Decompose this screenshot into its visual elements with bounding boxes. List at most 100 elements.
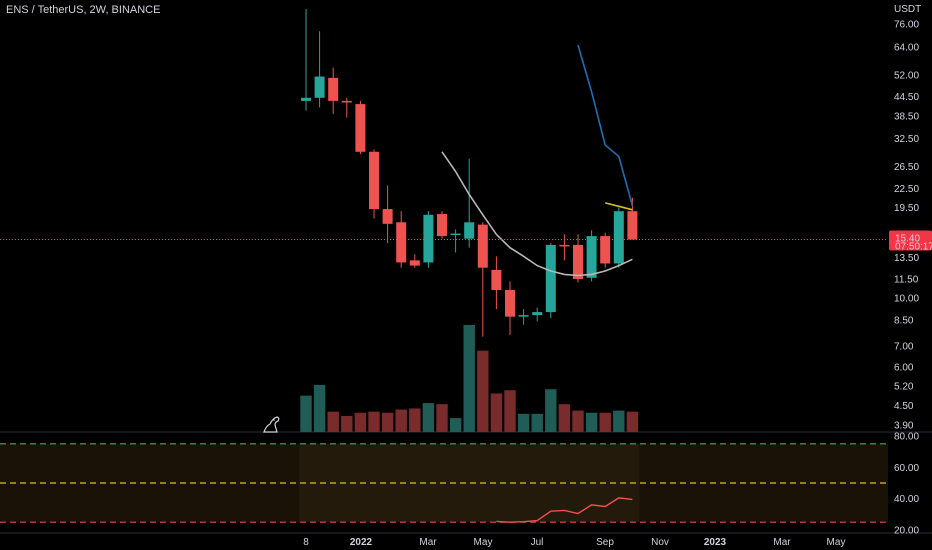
- candle: [301, 8, 311, 111]
- candle-body: [627, 211, 638, 240]
- candle-body: [355, 104, 366, 152]
- candle: [369, 149, 379, 219]
- candle: [600, 232, 611, 268]
- oscillator-tick-label: 40.00: [894, 494, 919, 505]
- last-price-countdown: 07:50:17: [895, 242, 932, 253]
- volume-bar: [409, 408, 421, 432]
- oscillator-tick-label: 20.00: [894, 526, 919, 537]
- oscillator-tick-label: 80.00: [894, 432, 919, 443]
- oscillator-tick-label: 60.00: [894, 463, 919, 474]
- volume-bar: [300, 395, 312, 432]
- candle-body: [505, 289, 515, 317]
- candle: [437, 211, 447, 239]
- candle-body: [532, 312, 543, 316]
- candle: [545, 243, 556, 319]
- candle-body: [613, 211, 624, 264]
- candle: [505, 281, 515, 335]
- price-tick-label: 3.90: [894, 421, 914, 432]
- price-tick-label: 19.50: [894, 203, 919, 214]
- price-tick-label: 8.50: [894, 315, 914, 326]
- time-axis-label: 2023: [704, 537, 727, 548]
- volume-bar: [585, 412, 598, 432]
- price-tick-label: 5.20: [894, 382, 914, 393]
- time-axis-label: Jul: [531, 537, 544, 548]
- candle-body: [341, 100, 352, 103]
- candle: [314, 31, 325, 108]
- logo-shape: [263, 416, 280, 433]
- candle: [423, 211, 434, 268]
- price-tick-label: 76.00: [894, 20, 919, 31]
- price-tick-label: 22.50: [894, 184, 919, 195]
- price-tick-label: 6.00: [894, 362, 914, 373]
- candle: [586, 230, 597, 282]
- price-tick-label: 4.50: [894, 401, 914, 412]
- price-tick-label: 52.00: [894, 71, 919, 82]
- volume-bar: [422, 403, 435, 432]
- candle: [382, 185, 393, 244]
- volume-bar: [558, 404, 571, 432]
- volume-bar: [517, 413, 530, 432]
- volume-bar: [341, 415, 353, 432]
- price-tick-label: 7.00: [894, 342, 914, 353]
- volume-bar: [490, 393, 503, 432]
- volume-bar: [504, 390, 516, 432]
- candle-body: [600, 236, 611, 264]
- candle: [573, 234, 583, 283]
- candle: [409, 254, 420, 268]
- time-axis-label: 8: [303, 537, 309, 548]
- logo-eye: [273, 419, 275, 421]
- volume-bar: [613, 410, 625, 432]
- candle-body: [382, 209, 393, 224]
- candle-body: [437, 214, 447, 237]
- time-axis-label: May: [474, 537, 493, 548]
- chart-title: ENS / TetherUS, 2W, BINANCE: [6, 4, 161, 16]
- price-tick-label: 64.00: [894, 43, 919, 54]
- volume-bar: [368, 411, 380, 432]
- price-tick-label: 10.00: [894, 293, 919, 304]
- candle: [491, 256, 502, 310]
- candle-body: [586, 236, 597, 278]
- volume-bars: [300, 325, 639, 432]
- candle-body: [301, 97, 311, 101]
- price-tick-label: 44.50: [894, 92, 919, 103]
- time-axis-label: Sep: [596, 537, 614, 548]
- price-tick-label: 13.50: [894, 253, 919, 264]
- candle-body: [314, 76, 325, 98]
- candle: [559, 234, 570, 261]
- candle: [328, 67, 339, 115]
- candles: [301, 8, 638, 337]
- volume-bar: [626, 411, 639, 432]
- candle: [464, 158, 475, 248]
- price-tick-label: 32.50: [894, 134, 919, 145]
- candle-body: [328, 77, 339, 101]
- time-axis: 8 2022 Mar May Jul Sep Nov 2023 Mar May: [303, 537, 845, 548]
- candle-body: [491, 269, 502, 290]
- candle: [477, 222, 488, 337]
- volume-bar: [395, 409, 407, 432]
- volume-bar: [572, 410, 584, 432]
- time-axis-label: Mar: [419, 537, 437, 548]
- candle-body: [477, 224, 488, 268]
- price-tick-label: 38.50: [894, 111, 919, 122]
- ma-line-yellow: [605, 202, 633, 211]
- candle-body: [409, 260, 420, 266]
- volume-bar: [449, 418, 462, 432]
- candle-body: [518, 315, 529, 317]
- time-axis-label: Nov: [651, 537, 669, 548]
- volume-bar: [313, 384, 326, 432]
- candle-body: [545, 244, 556, 313]
- oscillator-pane: [0, 443, 888, 523]
- volume-bar: [381, 412, 394, 432]
- last-price-badge: [889, 230, 932, 251]
- candle: [355, 100, 366, 155]
- candle: [518, 309, 529, 325]
- time-axis-label: Mar: [773, 537, 791, 548]
- candle: [341, 97, 352, 118]
- oscillator-line: [496, 497, 633, 523]
- volume-bar: [436, 404, 448, 432]
- price-tick-label: 26.50: [894, 162, 919, 173]
- volume-bar: [477, 350, 489, 432]
- candle-body: [450, 233, 461, 236]
- volume-bar: [354, 412, 367, 432]
